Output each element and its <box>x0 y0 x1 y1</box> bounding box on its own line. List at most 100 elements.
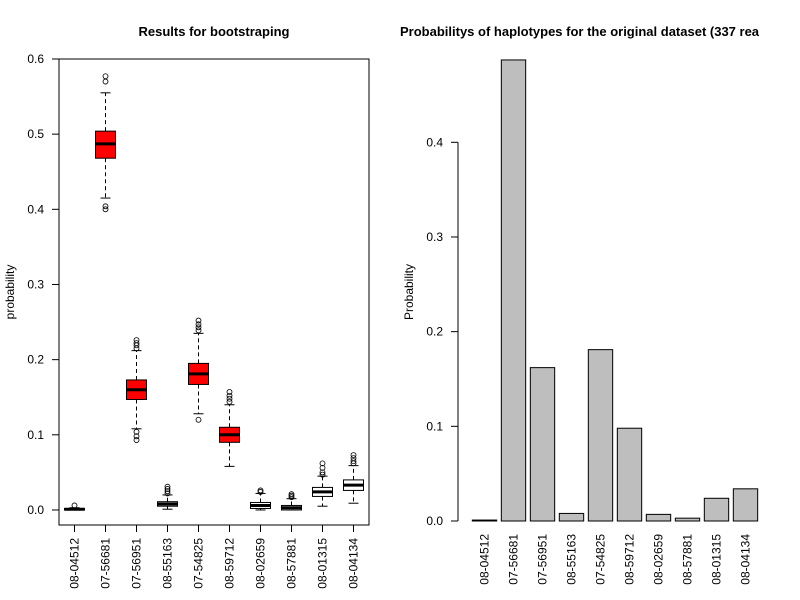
outlier-point <box>319 469 326 476</box>
x-tick-label: 08-04134 <box>739 534 753 585</box>
bar-08-55163 <box>558 512 585 522</box>
outlier-point <box>319 471 326 478</box>
barchart-title: Probabilitys of haplotypes for the origi… <box>400 24 760 39</box>
bar-07-56951 <box>529 367 556 522</box>
x-tick-label: 08-55163 <box>565 534 579 585</box>
outlier-point <box>195 317 202 324</box>
outlier-point <box>288 492 295 499</box>
x-tick-label: 08-59712 <box>623 534 637 585</box>
y-tick-label: 0.5 <box>27 127 44 141</box>
outlier-point <box>350 458 357 465</box>
x-tick-label: 08-59712 <box>223 538 237 589</box>
x-tick-label: 08-02659 <box>652 534 666 585</box>
y-tick-label: 0.3 <box>27 277 44 291</box>
outlier-point <box>195 324 202 331</box>
x-tick-label: 07-54825 <box>594 534 608 585</box>
outlier-point <box>133 337 140 344</box>
barchart-x-axis: 08-04512 07-56681 07-56951 08-55163 07-54825… <box>478 534 753 585</box>
y-tick-label: 0.0 <box>426 514 443 528</box>
outlier-point <box>350 455 357 462</box>
outlier-point <box>226 395 233 402</box>
bar-08-57881 <box>674 517 701 522</box>
outlier-point <box>195 321 202 328</box>
outlier-point <box>102 206 109 213</box>
boxplot-y-axis: 0.0 0.1 0.2 0.3 0.4 0.5 0.6 <box>27 52 60 517</box>
y-tick-label: 0.0 <box>27 503 44 517</box>
outlier-point <box>257 489 264 495</box>
outlier-point <box>102 78 109 85</box>
outlier-point <box>195 416 202 423</box>
box-07-54825 <box>188 317 209 423</box>
outlier-point <box>288 491 295 498</box>
x-tick-label: 07-54825 <box>192 538 206 589</box>
bar-08-02659 <box>645 513 672 522</box>
x-tick-label: 08-04134 <box>347 538 361 589</box>
box-08-04134 <box>343 452 364 504</box>
outlier-point <box>319 464 326 471</box>
outlier-point <box>195 327 202 334</box>
outlier-point <box>133 340 140 347</box>
y-tick-label: 0.6 <box>27 52 44 66</box>
bar-08-59712 <box>616 427 643 522</box>
y-tick-label: 0.1 <box>27 428 44 442</box>
y-tick-label: 0.2 <box>426 325 443 339</box>
x-tick-label: 08-04512 <box>68 538 82 589</box>
outlier-point <box>164 488 171 495</box>
bar-07-54825 <box>587 349 614 522</box>
box-07-56681 <box>95 73 116 213</box>
boxplot-x-axis: 08-04512 07-56681 07-56951 08-55163 07-54825… <box>68 524 361 589</box>
outlier-point <box>288 494 295 501</box>
barchart-y-axis-label: Probability <box>402 264 416 320</box>
y-tick-label: 0.4 <box>426 135 443 149</box>
box-08-59712 <box>219 389 240 467</box>
bar-08-04134 <box>732 488 759 522</box>
box-08-02659 <box>250 487 271 511</box>
boxplot-panel: Results for bootstraping probability 0.0… <box>3 24 370 589</box>
x-tick-label: 08-57881 <box>285 538 299 589</box>
barchart-marks <box>471 59 759 522</box>
x-tick-label: 08-57881 <box>681 534 695 585</box>
y-tick-label: 0.3 <box>426 230 443 244</box>
y-tick-label: 0.2 <box>27 353 44 367</box>
y-tick-label: 0.4 <box>27 202 44 216</box>
x-tick-label: 07-56951 <box>130 538 144 589</box>
boxplot-title: Results for bootstraping <box>139 24 290 39</box>
outlier-point <box>226 398 233 405</box>
outlier-point <box>164 483 171 490</box>
outlier-point <box>164 490 171 497</box>
outlier-point <box>133 428 140 435</box>
outlier-point <box>71 502 78 509</box>
outlier-point <box>319 460 326 467</box>
x-tick-label: 08-01315 <box>710 534 724 585</box>
outlier-point <box>226 389 233 395</box>
x-tick-label: 07-56681 <box>99 538 113 589</box>
box-07-56951 <box>126 337 147 443</box>
barchart-panel: Probabilitys of haplotypes for the origi… <box>400 24 760 585</box>
x-tick-label: 07-56681 <box>507 534 521 585</box>
box-08-55163 <box>157 483 178 510</box>
x-tick-label: 08-02659 <box>254 538 268 589</box>
bar-07-56681 <box>500 59 527 522</box>
outlier-point <box>164 486 171 492</box>
box-08-01315 <box>312 460 333 507</box>
box-08-04512 <box>64 502 85 511</box>
boxplot-y-axis-label: probability <box>3 265 17 320</box>
outlier-point <box>226 392 233 399</box>
x-tick-label: 08-01315 <box>316 538 330 589</box>
outlier-point <box>133 437 140 443</box>
boxplot-marks <box>64 73 364 511</box>
outlier-point <box>102 203 109 210</box>
barchart-y-axis: 0.0 0.1 0.2 0.3 0.4 <box>426 135 459 528</box>
box-08-57881 <box>281 491 302 511</box>
x-tick-label: 07-56951 <box>536 534 550 585</box>
outlier-point <box>350 452 357 459</box>
y-tick-label: 0.1 <box>426 419 443 433</box>
outlier-point <box>257 487 264 494</box>
outlier-point <box>133 433 140 440</box>
x-tick-label: 08-55163 <box>161 538 175 589</box>
x-tick-label: 08-04512 <box>478 534 492 585</box>
outlier-point <box>102 73 109 80</box>
bar-08-04512 <box>471 519 498 522</box>
bar-08-01315 <box>703 497 730 522</box>
